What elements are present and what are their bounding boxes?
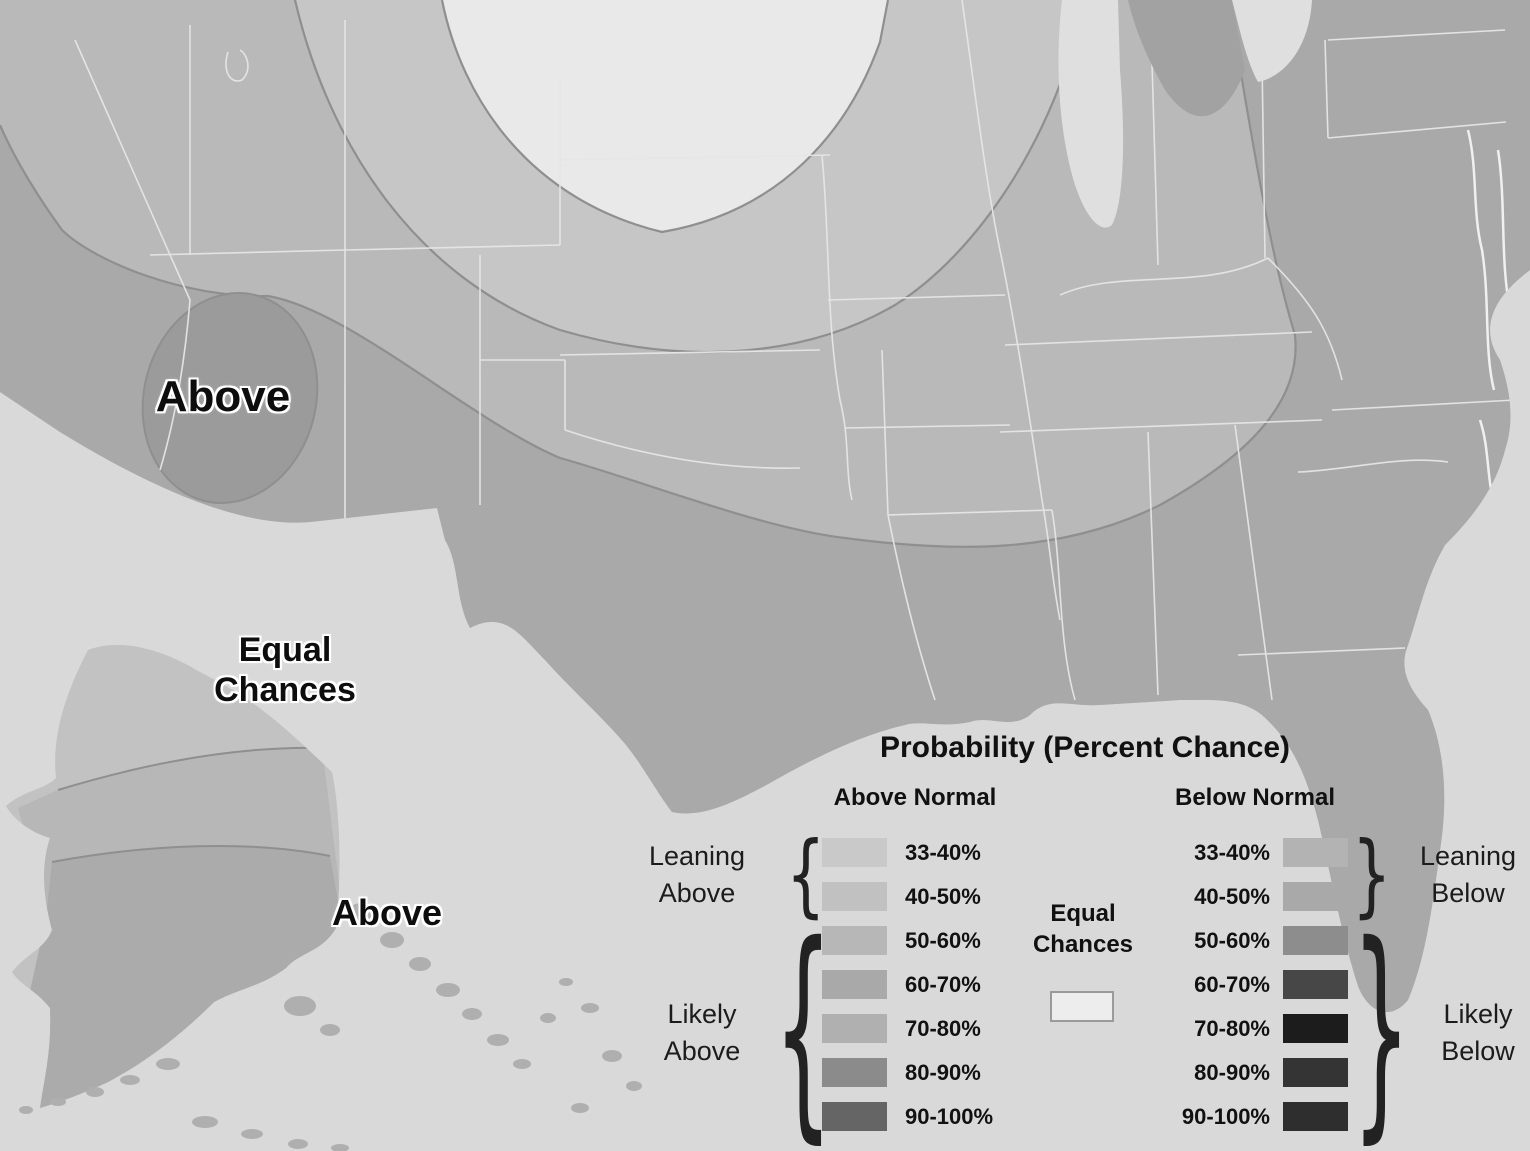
state-borders	[74, 0, 1516, 701]
brace-icon: }	[1352, 821, 1392, 928]
legend-swatch-below	[1283, 926, 1348, 955]
legend-range-label: 90-100%	[1181, 1104, 1270, 1129]
contour-line	[0, 0, 1297, 548]
arizona-above-bullseye	[141, 292, 319, 504]
legend-range-label: 70-80%	[905, 1016, 981, 1041]
legend-swatch-above	[822, 1058, 887, 1087]
alaska-band-40-50	[28, 845, 340, 1108]
contour-line	[51, 844, 331, 863]
equal-chances-region	[442, 0, 888, 232]
alaska-islands	[19, 903, 642, 1151]
legend-swatch-below	[1283, 1102, 1348, 1131]
legend-equal-chances-label: Equal Chances	[1032, 900, 1134, 959]
contour-line	[57, 746, 323, 791]
legend-swatch-above	[822, 926, 887, 955]
brace-icon: }	[1352, 896, 1411, 1151]
legend-swatch-below	[1283, 1014, 1348, 1043]
legend-range-label: 40-50%	[1194, 884, 1270, 909]
legend-range-label: 50-60%	[1194, 928, 1270, 953]
legend-swatch-below	[1283, 882, 1348, 911]
map-label-above-southwest: Above	[155, 372, 291, 421]
legend-range-label: 60-70%	[905, 972, 981, 997]
legend-range-label: 80-90%	[905, 1060, 981, 1085]
legend-swatch-above	[822, 1014, 887, 1043]
canada-area	[1128, 0, 1245, 117]
legend-swatch-above	[822, 882, 887, 911]
brace-icon: {	[774, 896, 833, 1151]
legend-group-likely-below: Likely Below	[1441, 999, 1515, 1066]
legend-swatch-above	[822, 838, 887, 867]
legend-title: Probability (Percent Chance)	[879, 731, 1291, 764]
contour-line	[440, 0, 890, 234]
legend-range-label: 90-100%	[905, 1104, 994, 1129]
legend-swatch-below	[1283, 838, 1348, 867]
legend-range-label: 70-80%	[1194, 1016, 1270, 1041]
map-label-above-alaska: Above	[331, 892, 443, 933]
legend-group-likely-above: Likely Above	[663, 999, 741, 1066]
legend-range-label: 50-60%	[905, 928, 981, 953]
legend-group-leaning-below: Leaning Below	[1419, 841, 1517, 908]
lake-michigan	[1058, 0, 1124, 228]
map-label-equal-chances-alaska: Equal Chances	[214, 631, 356, 710]
legend-group-leaning-above: Leaning Above	[648, 841, 746, 908]
legend-swatch-above	[822, 970, 887, 999]
legend-swatch-below	[1283, 970, 1348, 999]
lake-erie	[1232, 0, 1312, 82]
legend-range-label: 33-40%	[905, 840, 981, 865]
legend-header-below-normal: Below Normal	[1174, 784, 1336, 811]
legend-range-label: 60-70%	[1194, 972, 1270, 997]
legend-range-label: 40-50%	[905, 884, 981, 909]
legend-swatch-above	[822, 1102, 887, 1131]
legend-range-label: 33-40%	[1194, 840, 1270, 865]
legend-header-above-normal: Above Normal	[833, 784, 997, 811]
legend-range-label: 80-90%	[1194, 1060, 1270, 1085]
brace-icon: {	[786, 821, 826, 928]
legend-swatch-below	[1283, 1058, 1348, 1087]
legend-equal-chances-swatch	[1050, 991, 1114, 1022]
